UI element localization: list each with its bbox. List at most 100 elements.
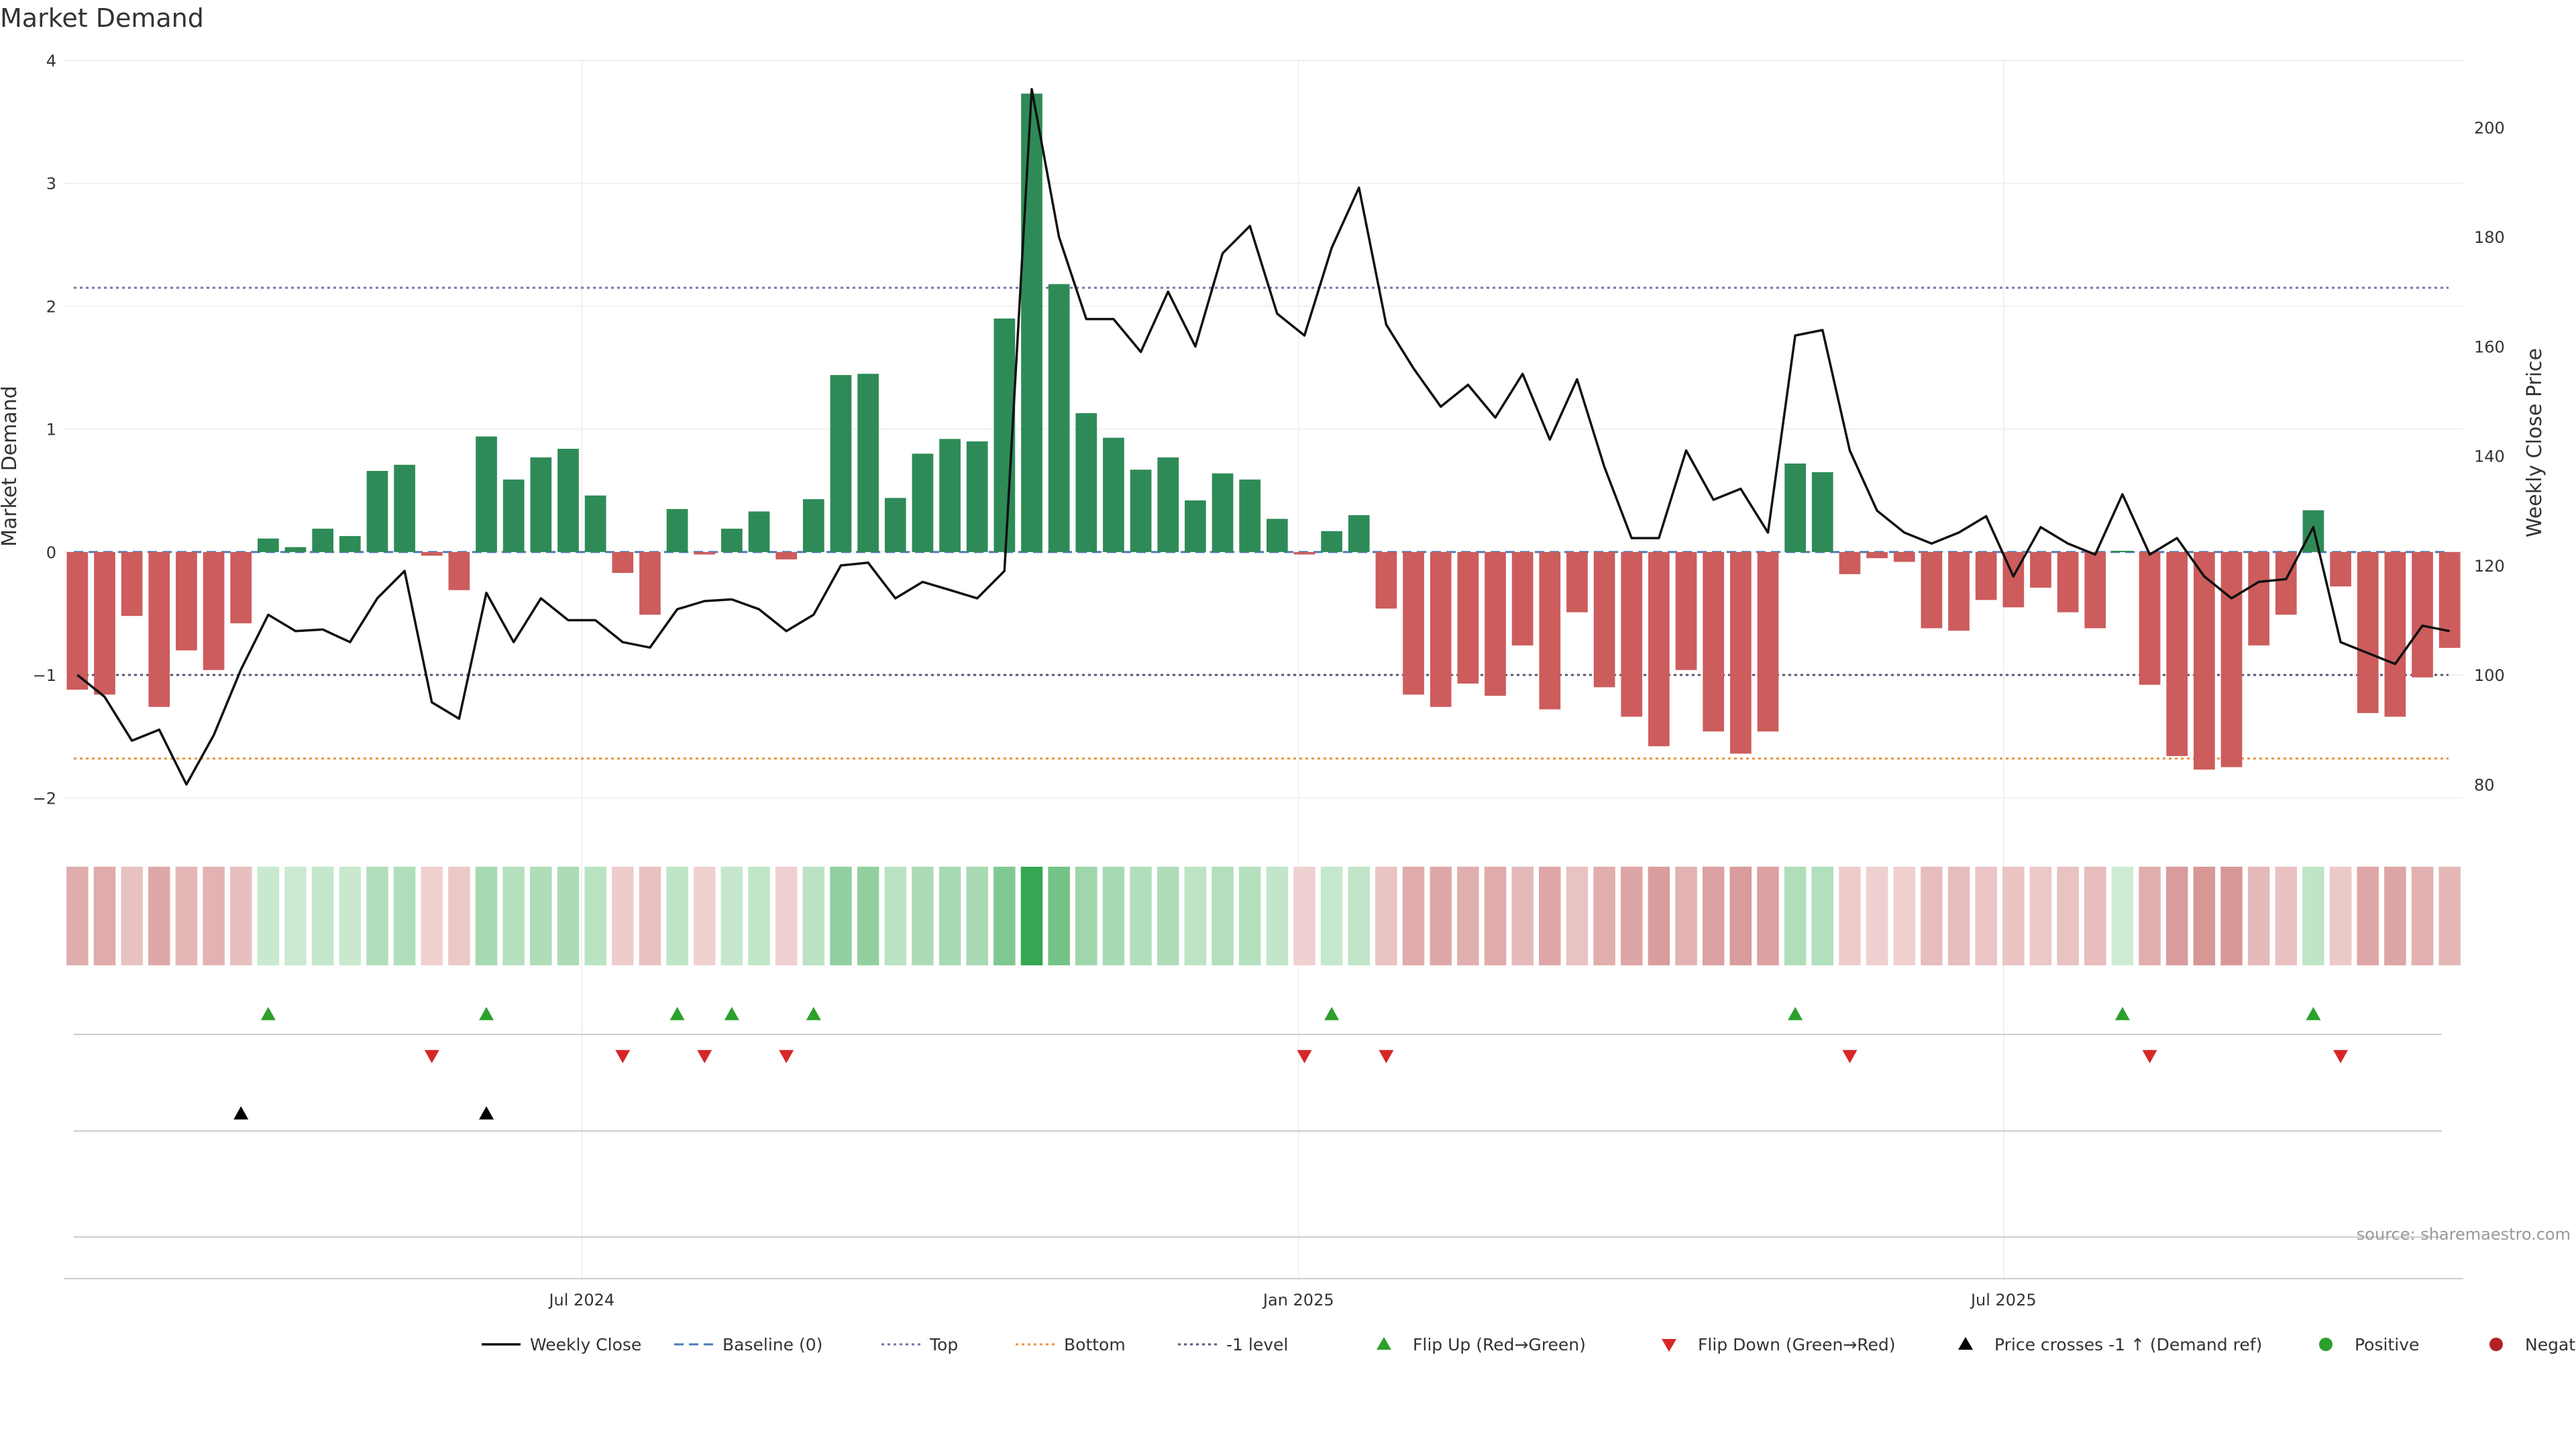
heat-cell bbox=[2302, 867, 2324, 965]
legend-item: Positive bbox=[2319, 1335, 2419, 1354]
legend-label: Bottom bbox=[1064, 1335, 1126, 1354]
heat-cell bbox=[2002, 867, 2025, 965]
y2-axis-title: Weekly Close Price bbox=[2523, 348, 2546, 537]
weekly-close-series bbox=[76, 88, 2451, 786]
heat-cell bbox=[1566, 867, 1589, 965]
legend-label: Weekly Close bbox=[530, 1335, 641, 1354]
heat-cell bbox=[284, 867, 307, 965]
heat-cell bbox=[1593, 867, 1615, 965]
heat-cell bbox=[2111, 867, 2134, 965]
demand-bar bbox=[2220, 551, 2243, 767]
demand-heat-strip bbox=[66, 867, 2461, 965]
chart-title: Market Demand bbox=[0, 3, 204, 33]
demand-bar bbox=[2112, 551, 2133, 553]
demand-bar bbox=[1021, 93, 1042, 552]
legend-label: Price crosses -1 ↑ (Demand ref) bbox=[1994, 1335, 2262, 1354]
demand-bar bbox=[2030, 551, 2051, 588]
heat-cell bbox=[93, 867, 116, 965]
y2-tick-label: 160 bbox=[2474, 337, 2505, 356]
demand-bar bbox=[639, 551, 661, 615]
demand-bar bbox=[1103, 437, 1124, 552]
demand-bar bbox=[2193, 551, 2215, 770]
demand-bar bbox=[1703, 551, 1725, 732]
heat-cell bbox=[912, 867, 934, 965]
legend-item: -1 level bbox=[1178, 1335, 1288, 1354]
x-tick-label: Jan 2025 bbox=[1262, 1291, 1334, 1309]
y2-tick-label: 120 bbox=[2474, 557, 2505, 576]
flip-down-marker bbox=[1297, 1050, 1312, 1063]
legend-label: -1 level bbox=[1226, 1335, 1288, 1354]
demand-bar bbox=[1212, 473, 1234, 552]
flip-up-marker bbox=[1324, 1007, 1340, 1020]
demand-bar bbox=[1293, 551, 1316, 555]
demand-bar bbox=[1539, 551, 1561, 710]
y2-tick-label: 100 bbox=[2474, 666, 2505, 685]
demand-bar bbox=[1157, 457, 1179, 552]
legend-item: Baseline (0) bbox=[674, 1335, 822, 1354]
y-tick-label: 0 bbox=[46, 543, 56, 562]
heat-cell bbox=[884, 867, 907, 965]
demand-bar bbox=[2412, 551, 2433, 678]
heat-cell bbox=[1975, 867, 1997, 965]
heat-cell bbox=[775, 867, 798, 965]
heat-cell bbox=[1293, 867, 1316, 965]
heat-cell bbox=[1266, 867, 1289, 965]
y-tick-label: −1 bbox=[33, 666, 56, 685]
heat-cell bbox=[366, 867, 388, 965]
price-cross-marker bbox=[479, 1106, 494, 1120]
demand-bar bbox=[1921, 551, 1943, 629]
demand-bar bbox=[421, 551, 443, 556]
heat-cell bbox=[584, 867, 606, 965]
demand-bar bbox=[66, 551, 89, 690]
legend-item: Price crosses -1 ↑ (Demand ref) bbox=[1958, 1335, 2262, 1354]
heat-cell bbox=[1811, 867, 1834, 965]
heat-cell bbox=[720, 867, 743, 965]
heat-cell bbox=[1784, 867, 1807, 965]
heat-cell bbox=[393, 867, 416, 965]
heat-cell bbox=[475, 867, 498, 965]
demand-bar bbox=[1321, 531, 1342, 552]
heat-cell bbox=[66, 867, 89, 965]
y2-tick-label: 80 bbox=[2474, 775, 2495, 794]
heat-cell bbox=[2275, 867, 2298, 965]
heat-cell bbox=[1839, 867, 1861, 965]
heat-cell bbox=[1702, 867, 1725, 965]
demand-bar bbox=[148, 551, 170, 707]
flip-down-marker bbox=[2142, 1050, 2157, 1063]
heat-cell bbox=[2411, 867, 2434, 965]
heat-cell bbox=[2220, 867, 2243, 965]
y-tick-label: −2 bbox=[33, 789, 56, 808]
heat-cell bbox=[639, 867, 661, 965]
demand-bar bbox=[1648, 551, 1670, 747]
weekly-close-line bbox=[76, 88, 2451, 786]
demand-bar bbox=[857, 374, 879, 552]
demand-bar bbox=[1757, 551, 1779, 732]
demand-bar bbox=[1948, 551, 1970, 631]
heat-cell bbox=[2329, 867, 2352, 965]
legend-swatch-dot bbox=[2319, 1338, 2332, 1351]
demand-bar bbox=[939, 439, 961, 552]
flip-down-marker bbox=[1379, 1050, 1394, 1063]
demand-bar bbox=[284, 547, 307, 552]
heat-cell bbox=[1212, 867, 1234, 965]
demand-bar bbox=[1893, 551, 1915, 562]
demand-bar bbox=[2384, 551, 2406, 717]
demand-bar bbox=[339, 536, 361, 552]
heat-cell bbox=[2084, 867, 2106, 965]
demand-bar bbox=[121, 551, 143, 616]
demand-bar bbox=[694, 551, 716, 555]
flip-up-marker bbox=[2114, 1007, 2130, 1020]
demand-bar bbox=[1839, 551, 1861, 574]
heat-cell bbox=[530, 867, 552, 965]
demand-bar bbox=[1348, 515, 1370, 552]
demand-bar bbox=[230, 551, 252, 624]
demand-bar bbox=[1811, 472, 1833, 552]
demand-bar bbox=[2330, 551, 2351, 587]
demand-bar bbox=[584, 495, 606, 552]
legend-label: Positive bbox=[2355, 1335, 2419, 1354]
demand-bar bbox=[1266, 519, 1288, 552]
heat-cell bbox=[1675, 867, 1697, 965]
flip-down-marker bbox=[424, 1050, 439, 1063]
demand-bar bbox=[1593, 551, 1615, 688]
